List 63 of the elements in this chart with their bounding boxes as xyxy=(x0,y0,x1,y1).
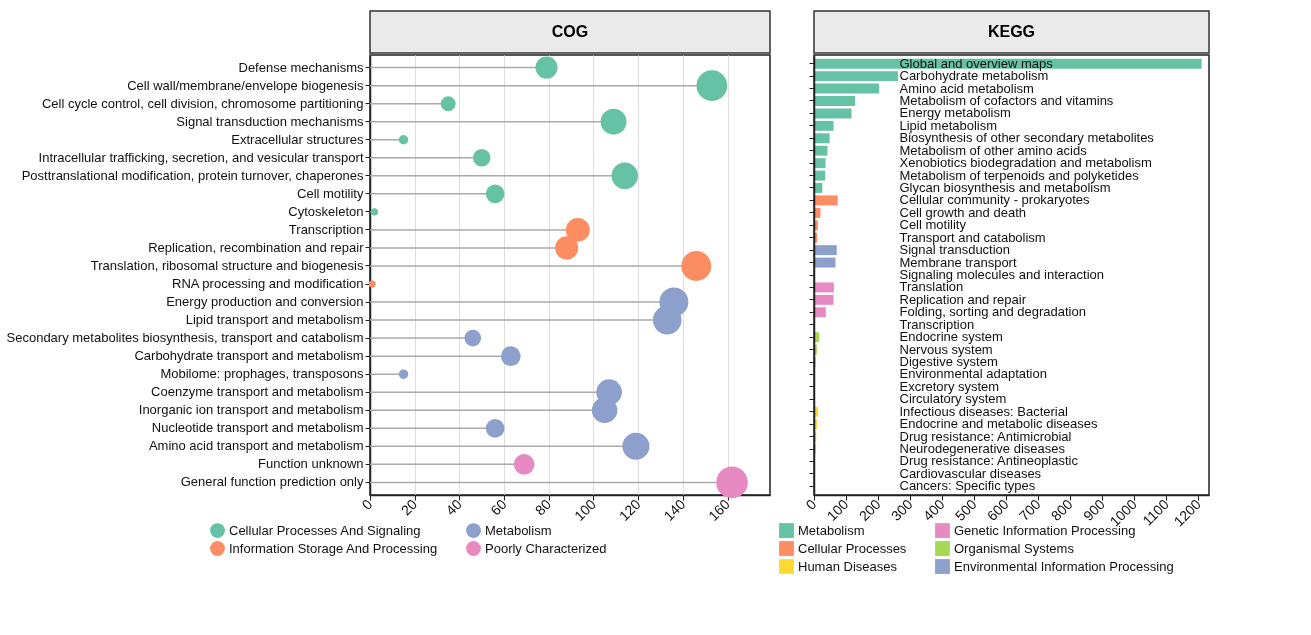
y-tick-label: Signal transduction mechanisms xyxy=(176,113,364,129)
x-tick-label: 200 xyxy=(855,495,884,524)
x-tick-label: 100 xyxy=(823,495,852,524)
x-tick-label: 100 xyxy=(571,495,600,524)
y-tick-label: Defense mechanisms xyxy=(238,59,364,75)
y-tick-label: Energy production and conversion xyxy=(166,294,364,310)
chart-title: COG xyxy=(551,23,589,40)
legend-label: Metabolism xyxy=(485,522,552,538)
legend-label: Cellular Processes xyxy=(798,540,907,556)
y-tick-label: Global and overview maps xyxy=(899,55,1054,71)
y-tick-label: Carbohydrate metabolism xyxy=(899,68,1049,84)
y-tick-label: Lipid transport and metabolism xyxy=(185,312,364,328)
y-tick-label: Secondary metabolites biosynthesis, transport and catabolism xyxy=(6,330,364,346)
y-tick-label: Cytoskeleton xyxy=(288,203,364,219)
x-tick-label: 400 xyxy=(919,495,948,524)
y-tick-label: Cell wall/membrane/envelope biogenesis xyxy=(127,77,364,93)
y-tick-label: Cell motility xyxy=(297,185,364,201)
y-tick-label: Replication and repair xyxy=(899,291,1027,307)
y-tick-label: Coenzyme transport and metabolism xyxy=(151,384,364,400)
y-tick-label: Replication, recombination and repair xyxy=(148,239,365,255)
y-tick-label: RNA processing and modification xyxy=(172,276,364,292)
legend-label: Environmental Information Processing xyxy=(954,558,1174,574)
chart-title: KEGG xyxy=(987,23,1036,40)
x-tick-label: 0 xyxy=(802,495,820,513)
x-tick-label: 60 xyxy=(487,495,510,519)
legend-label: Information Storage And Processing xyxy=(229,540,438,556)
x-tick-label: 500 xyxy=(951,495,980,524)
y-tick-label: Translation, ribosomal structure and biogenesis xyxy=(90,257,364,273)
legend-label: Cellular Processes And Signaling xyxy=(229,522,421,538)
y-tick-label: Cell cycle control, cell division, chromosome partitioning xyxy=(41,95,364,111)
legend-label: Metabolism xyxy=(798,522,865,538)
legend-label: Human Diseases xyxy=(798,558,898,574)
y-tick-label: Endocrine system xyxy=(899,329,1003,345)
x-tick-label: 120 xyxy=(615,495,644,524)
y-tick-label: Metabolism of cofactors and vitamins xyxy=(899,92,1114,108)
legend-label: Organismal Systems xyxy=(954,540,1075,556)
x-tick-label: 700 xyxy=(1015,495,1044,524)
y-tick-label: Posttranslational modification, protein turnover, chaperones xyxy=(21,167,364,183)
y-tick-label: Transcription xyxy=(288,221,364,237)
y-tick-label: Function unknown xyxy=(257,456,364,472)
y-tick-label: Energy metabolism xyxy=(899,105,1011,121)
x-tick-label: 140 xyxy=(660,495,689,524)
x-tick-label: 0 xyxy=(358,495,376,513)
y-tick-label: Amino acid transport and metabolism xyxy=(148,438,364,454)
x-tick-label: 300 xyxy=(887,495,916,524)
y-tick-label: Cancers: Specific types xyxy=(899,478,1036,494)
y-tick-label: Carbohydrate transport and metabolism xyxy=(134,348,364,364)
x-tick-label: 600 xyxy=(983,495,1012,524)
x-tick-label: 40 xyxy=(442,495,465,519)
x-tick-label: 900 xyxy=(1079,495,1108,524)
legend-label: Poorly Characterized xyxy=(485,540,607,556)
x-tick-label: 800 xyxy=(1047,495,1076,524)
y-tick-label: General function prediction only xyxy=(180,474,364,490)
y-tick-label: Xenobiotics biodegradation and metabolism xyxy=(899,155,1152,171)
x-tick-label: 80 xyxy=(531,495,555,519)
y-tick-label: Extracellular structures xyxy=(231,131,364,147)
x-tick-label: 160 xyxy=(705,495,734,524)
x-tick-label: 20 xyxy=(397,495,421,519)
y-tick-label: Excretory system xyxy=(899,378,1000,394)
y-tick-label: Mobilome: prophages, transposons xyxy=(160,366,364,382)
y-tick-label: Nucleotide transport and metabolism xyxy=(151,420,364,436)
y-tick-label: Intracellular trafficking, secretion, and vesicular transport xyxy=(38,149,364,165)
y-tick-label: Inorganic ion transport and metabolism xyxy=(138,402,364,418)
